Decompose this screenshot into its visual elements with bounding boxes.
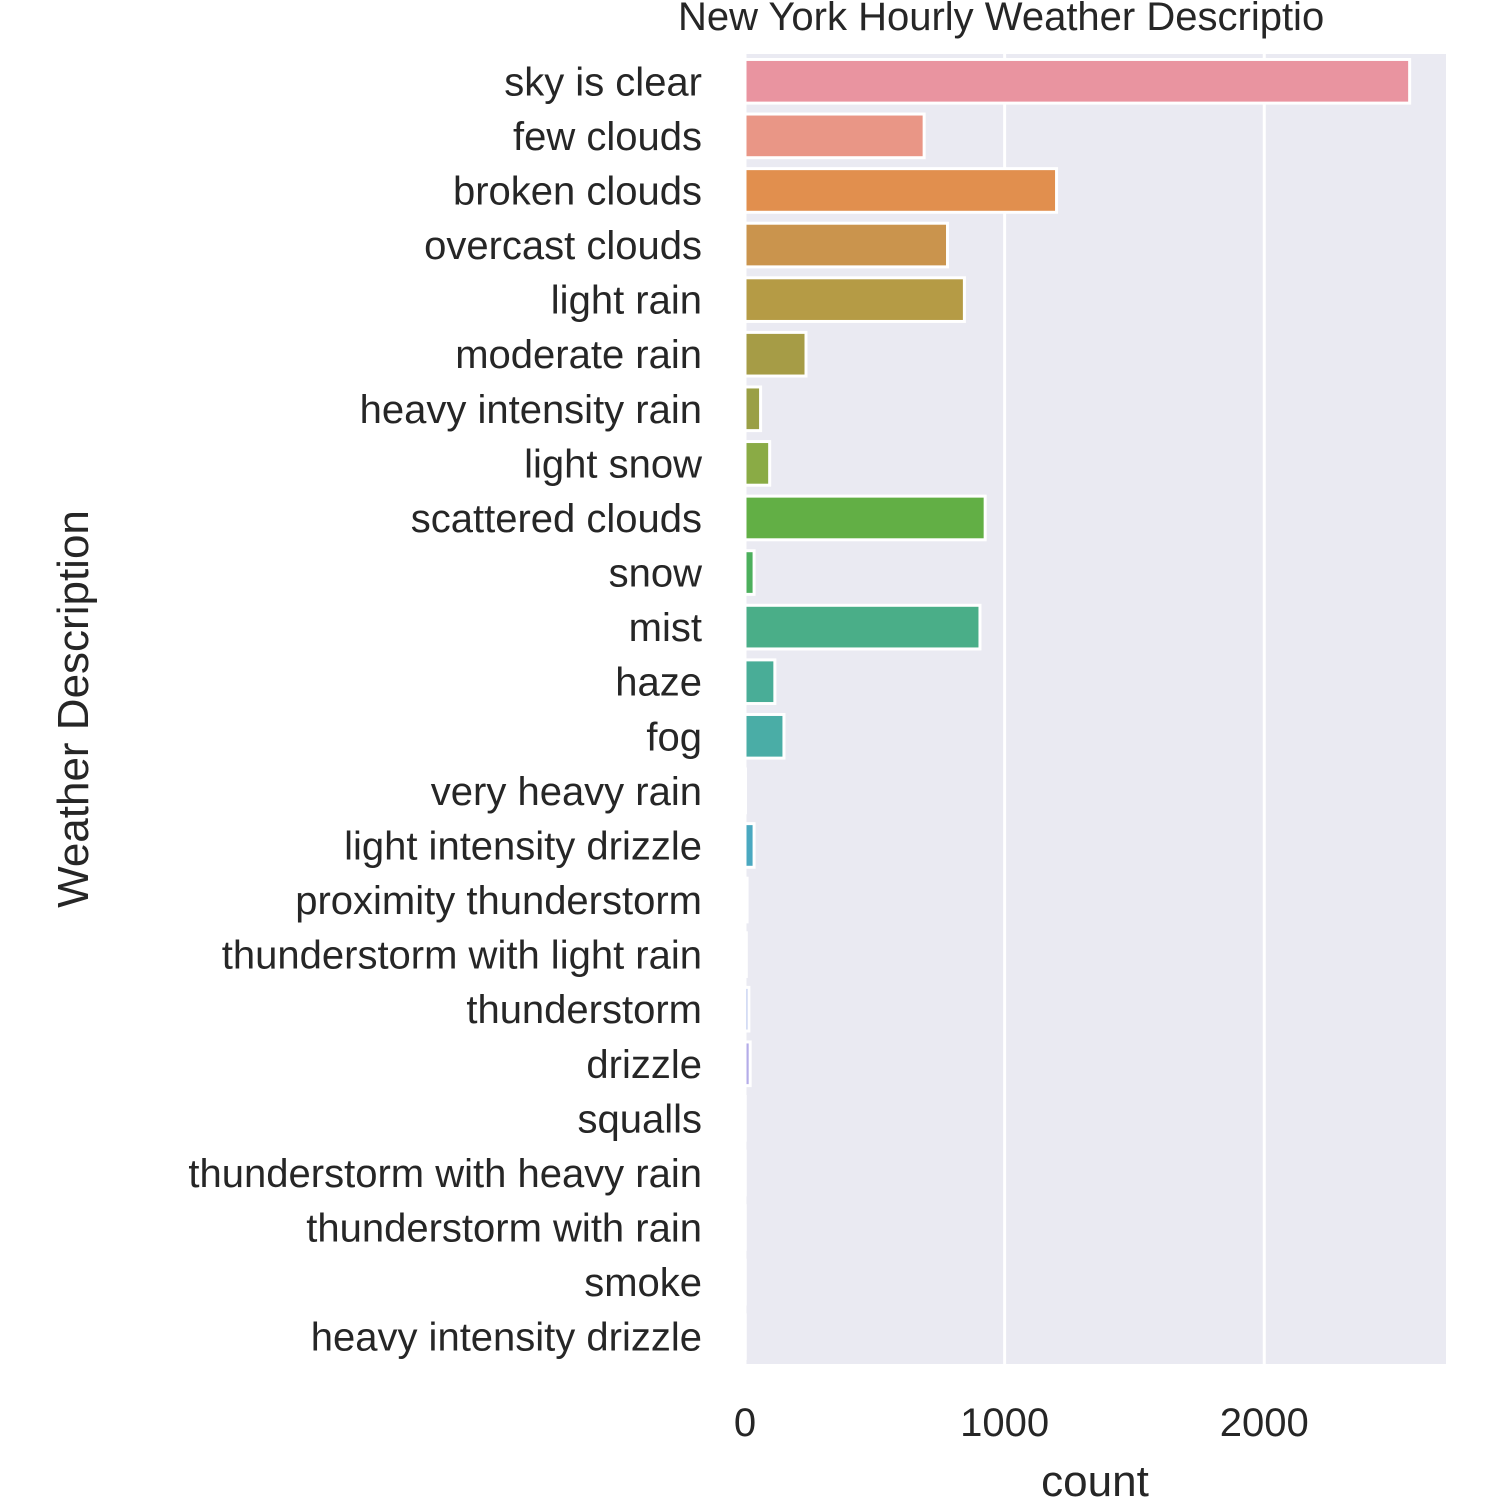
grid-lines [743,54,1266,1364]
bar [743,822,756,869]
y-tick-label: haze [615,661,702,705]
plot-area [745,54,1446,1364]
bar [743,276,966,323]
chart-title: New York Hourly Weather Descriptio [678,0,1324,39]
y-tick-labels: sky is clear few clouds broken clouds overc… [188,60,702,1359]
y-tick-label: fog [646,715,702,759]
x-tick-labels: 0 1000 2000 [734,1401,1309,1445]
y-tick-label: light intensity drizzle [344,824,702,868]
y-tick-label: smoke [584,1261,702,1305]
bar [743,221,950,269]
bar [743,167,1059,214]
y-axis-title: Weather Description [49,510,98,908]
bar [743,658,777,706]
bar [743,494,987,542]
x-tick-label: 2000 [1220,1401,1309,1445]
bar [743,440,772,487]
bar [743,549,756,596]
bar [743,1040,752,1088]
bar [743,330,808,378]
y-tick-label: overcast clouds [424,224,702,268]
y-tick-label: thunderstorm with rain [306,1207,702,1251]
y-tick-label: thunderstorm with light rain [222,934,702,978]
y-tick-label: sky is clear [504,60,702,104]
x-axis-title: count [1041,1457,1149,1500]
y-tick-label: moderate rain [455,333,702,377]
bar [743,931,748,978]
y-tick-label: broken clouds [453,169,702,213]
bar [743,985,751,1033]
y-tick-label: few clouds [513,115,702,159]
bar [743,385,763,433]
y-tick-label: thunderstorm with heavy rain [188,1152,702,1196]
bar [743,712,786,760]
y-tick-label: scattered clouds [411,497,702,541]
y-tick-label: heavy intensity rain [360,388,702,432]
y-tick-label: drizzle [586,1043,702,1087]
bar [743,112,926,160]
y-tick-label: heavy intensity drizzle [311,1316,702,1360]
bar [743,876,749,924]
bars [743,57,1412,1361]
y-tick-label: mist [629,606,702,650]
y-tick-label: squalls [577,1097,702,1141]
y-tick-label: very heavy rain [431,770,702,814]
bar [743,603,982,651]
y-tick-label: thunderstorm [466,988,702,1032]
x-tick-label: 0 [734,1401,756,1445]
y-tick-label: snow [609,552,702,596]
bar [743,767,748,815]
y-tick-label: proximity thunderstorm [295,879,702,923]
y-tick-label: light snow [524,442,702,486]
x-tick-label: 1000 [960,1401,1049,1445]
bar [743,57,1412,105]
y-tick-label: light rain [551,279,702,323]
